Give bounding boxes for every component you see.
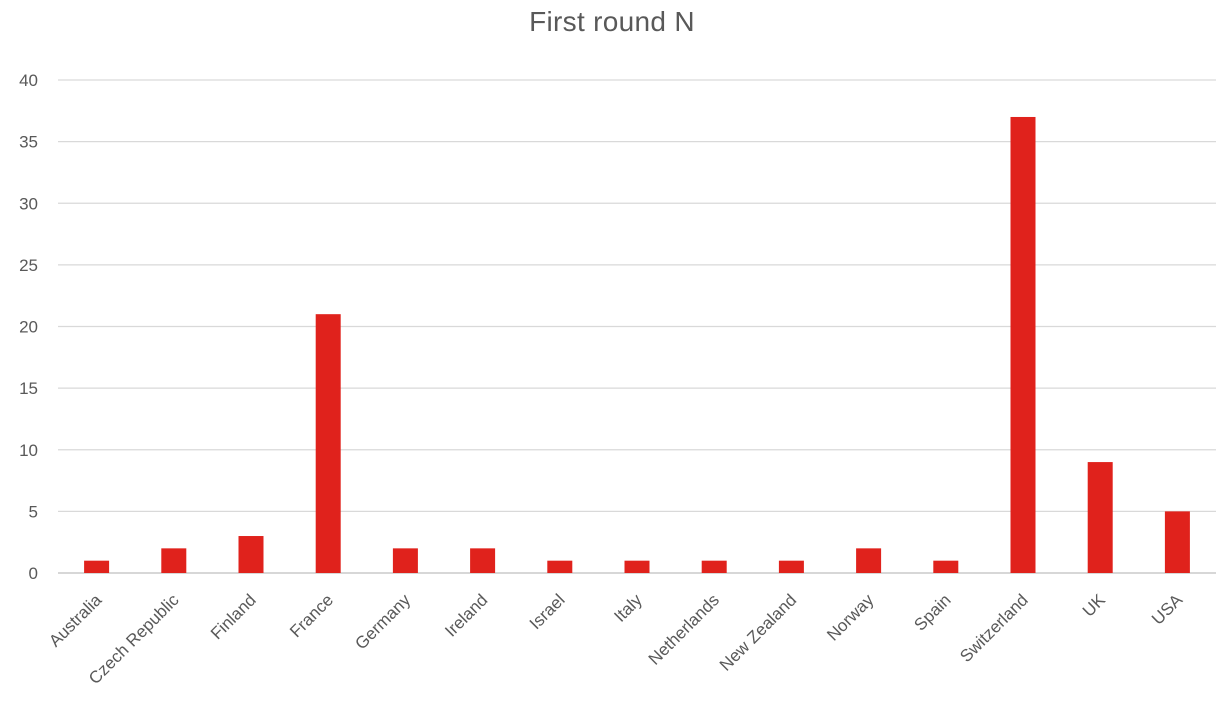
bar-finland	[238, 536, 264, 573]
y-tick-label: 40	[19, 71, 38, 90]
y-tick-label: 5	[29, 502, 38, 521]
bar-germany	[392, 548, 418, 573]
x-tick-label: France	[286, 590, 337, 641]
bar-italy	[624, 560, 650, 573]
x-tick-label: Israel	[526, 590, 569, 633]
x-tick-label: Netherlands	[645, 590, 723, 668]
bar-czech-republic	[161, 548, 187, 573]
y-tick-label: 25	[19, 256, 38, 275]
y-tick-label: 15	[19, 379, 38, 398]
bar-israel	[547, 560, 573, 573]
x-tick-label: Finland	[207, 590, 260, 643]
x-tick-label: Spain	[910, 590, 954, 634]
y-axis-ticks: 0 5 10 15 20 25 30 35 40	[19, 71, 38, 583]
bar-new-zealand	[778, 560, 804, 573]
bar-uk	[1087, 462, 1113, 573]
x-tick-label: USA	[1148, 590, 1187, 629]
bar-spain	[933, 560, 959, 573]
x-tick-label: UK	[1079, 590, 1110, 621]
x-tick-label: Australia	[45, 590, 106, 651]
y-tick-label: 35	[19, 133, 38, 152]
bar-netherlands	[701, 560, 727, 573]
bar-usa	[1164, 511, 1190, 573]
bar-france	[315, 314, 341, 573]
x-tick-label: Germany	[351, 590, 414, 653]
y-tick-label: 30	[19, 194, 38, 213]
y-tick-label: 10	[19, 441, 38, 460]
gridlines	[58, 79, 1216, 574]
bar-switzerland	[1010, 116, 1036, 573]
bar-ireland	[470, 548, 496, 573]
y-tick-label: 0	[29, 564, 38, 583]
x-tick-label: Norway	[823, 590, 878, 645]
y-tick-label: 20	[19, 318, 38, 337]
x-tick-label: Switzerland	[956, 590, 1032, 666]
bars	[84, 116, 1190, 573]
chart-title: First round N	[529, 6, 695, 37]
bar-norway	[856, 548, 882, 573]
bar-australia	[84, 560, 110, 573]
x-tick-label: New Zealand	[716, 590, 800, 674]
x-tick-label: Ireland	[441, 590, 491, 640]
x-tick-label: Italy	[610, 590, 646, 626]
